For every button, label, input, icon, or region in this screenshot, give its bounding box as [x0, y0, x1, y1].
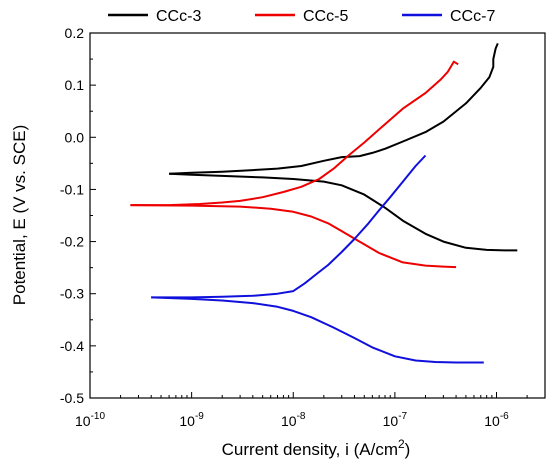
- y-tick-label: -0.4: [60, 338, 84, 354]
- x-tick-label: 10-10: [75, 411, 105, 429]
- x-tick-label: 10-8: [281, 411, 306, 429]
- x-tick-base: 10: [484, 413, 500, 429]
- x-tick-label: 10-6: [484, 411, 509, 429]
- legend-label-ccc-3: CCc-3: [156, 8, 201, 25]
- y-tick-label: 0.1: [65, 77, 85, 93]
- series-group: [130, 43, 518, 364]
- series-ccc-3-anodic-line: [169, 43, 499, 175]
- x-axis-title-superscript: 2: [398, 437, 405, 451]
- x-tick-label: 10-9: [179, 411, 204, 429]
- x-tick-exponent: -7: [398, 411, 407, 422]
- legend-label-ccc-7: CCc-7: [450, 8, 495, 25]
- series-ccc-3-cathodic-line: [169, 172, 518, 252]
- x-tick-exponent: -9: [195, 411, 204, 422]
- x-axis-title-main: Current density, i (A/cm: [222, 440, 398, 459]
- x-tick-exponent: -6: [500, 411, 509, 422]
- legend-label-ccc-5: CCc-5: [303, 8, 348, 25]
- y-tick-label: 0.0: [65, 129, 85, 145]
- y-tick-label: -0.1: [60, 181, 84, 197]
- x-tick-exponent: -8: [297, 411, 306, 422]
- x-tick-exponent: -10: [91, 411, 106, 422]
- series-ccc-3: [169, 43, 518, 252]
- series-ccc-7-anodic-line: [151, 154, 427, 299]
- x-tick-base: 10: [75, 413, 91, 429]
- y-axis-title: Potential, E (V vs. SCE): [10, 125, 29, 305]
- x-tick-base: 10: [179, 413, 195, 429]
- y-tick-label: 0.2: [65, 25, 85, 41]
- y-tick-label: -0.2: [60, 234, 84, 250]
- series-ccc-5-cathodic-line: [130, 204, 457, 269]
- plot-frame: [89, 32, 546, 399]
- y-tick-label: -0.3: [60, 286, 84, 302]
- series-ccc-7-cathodic-line: [151, 296, 484, 364]
- legend: CCc-3 CCc-5 CCc-7: [108, 8, 495, 25]
- x-tick-label: 10-7: [383, 411, 408, 429]
- axes: 0.20.10.0-0.1-0.2-0.3-0.4-0.510-10 10-9 10…: [60, 25, 546, 429]
- y-tick-label: -0.5: [60, 390, 84, 406]
- series-ccc-5: [130, 60, 459, 269]
- series-ccc-7: [151, 154, 484, 364]
- x-tick-base: 10: [383, 413, 399, 429]
- x-tick-base: 10: [281, 413, 297, 429]
- x-axis-title: Current density, i (A/cm2): [222, 437, 411, 459]
- series-ccc-5-anodic-line: [130, 60, 459, 207]
- x-axis-title-end: ): [405, 440, 411, 459]
